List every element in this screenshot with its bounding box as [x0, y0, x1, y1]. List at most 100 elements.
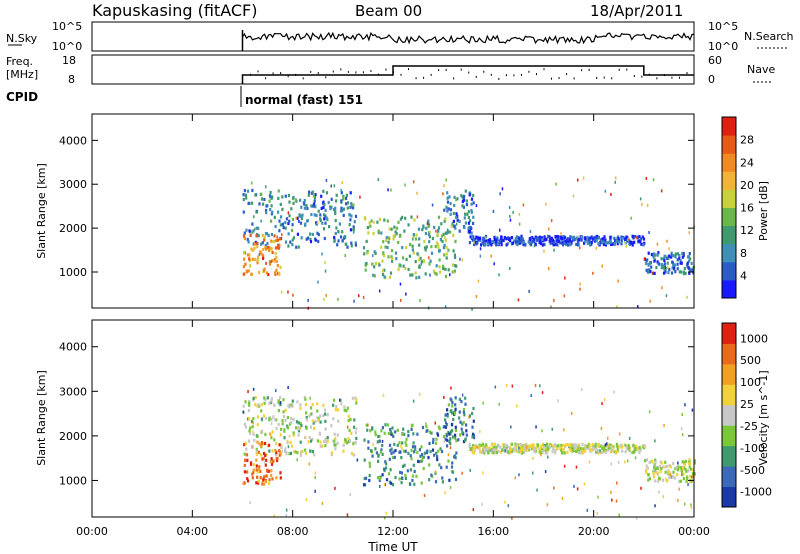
- range-cell: [254, 403, 257, 407]
- range-cell: [264, 247, 267, 251]
- range-cell: [256, 241, 259, 246]
- noise-cell: [646, 203, 649, 207]
- range-cell: [442, 232, 445, 236]
- range-cell: [423, 246, 427, 250]
- range-cell: [533, 447, 536, 451]
- range-cell: [245, 270, 248, 274]
- range-cell: [405, 443, 408, 447]
- range-cell: [678, 257, 681, 261]
- range-cell: [365, 476, 368, 480]
- range-cell: [251, 425, 254, 429]
- range-cell: [472, 193, 475, 198]
- range-cell: [468, 241, 471, 245]
- y-tick-label: 2000: [59, 222, 87, 235]
- noise-cell: [557, 399, 559, 403]
- nave-dot: [633, 75, 635, 78]
- range-cell: [666, 464, 669, 468]
- range-cell: [621, 444, 624, 448]
- noise-cell: [426, 222, 429, 226]
- range-cell: [564, 236, 567, 240]
- range-cell: [270, 399, 273, 403]
- range-cell: [514, 445, 518, 450]
- noise-cell: [258, 253, 260, 256]
- noise-cell: [450, 386, 452, 390]
- range-cell: [311, 190, 314, 194]
- noise-cell: [340, 188, 342, 192]
- range-cell: [475, 235, 478, 239]
- range-cell: [275, 442, 278, 446]
- range-cell: [292, 201, 295, 205]
- range-cell: [609, 240, 612, 244]
- range-cell: [482, 236, 485, 240]
- range-cell: [372, 273, 375, 277]
- range-cell: [270, 400, 273, 405]
- range-cell: [455, 264, 458, 268]
- range-cell: [444, 425, 447, 429]
- noise-cell: [481, 502, 483, 506]
- noise-cell: [688, 231, 690, 235]
- range-cell: [442, 434, 446, 438]
- range-cell: [256, 449, 259, 453]
- noise-cell: [269, 432, 271, 436]
- range-cell: [597, 236, 600, 240]
- range-cell: [370, 219, 373, 223]
- noise-cell: [643, 257, 646, 261]
- nave-dot: [408, 68, 410, 71]
- noise-cell: [263, 460, 266, 464]
- colorbar-tick-label: 12: [740, 224, 754, 237]
- range-cell: [412, 432, 415, 436]
- range-cell: [465, 429, 468, 433]
- range-cell: [352, 203, 355, 207]
- range-cell: [325, 191, 328, 195]
- range-cell: [454, 477, 458, 481]
- nave-dot: [648, 73, 650, 76]
- noise-cell: [492, 209, 495, 213]
- noise-cell: [256, 404, 258, 408]
- range-cell: [676, 473, 679, 477]
- range-cell: [284, 408, 287, 412]
- noise-cell: [341, 181, 344, 185]
- range-cell: [488, 240, 491, 244]
- range-cell: [563, 241, 566, 245]
- range-cell: [448, 432, 451, 436]
- range-cell: [540, 444, 543, 448]
- range-cell: [520, 237, 523, 241]
- noise-cell: [381, 439, 384, 443]
- range-cell: [323, 440, 326, 444]
- range-cell: [309, 425, 313, 429]
- noise-cell: [661, 286, 663, 290]
- range-cell: [264, 453, 267, 458]
- range-cell: [551, 450, 554, 454]
- range-cell: [449, 208, 453, 212]
- range-cell: [299, 440, 302, 444]
- range-cell: [490, 443, 493, 447]
- range-cell: [569, 240, 572, 244]
- noise-cell: [435, 229, 437, 233]
- range-cell: [523, 446, 526, 450]
- range-cell: [559, 241, 562, 245]
- noise-cell: [382, 393, 385, 397]
- nave-dot: [535, 73, 537, 76]
- power-panel-frame: [91, 113, 695, 309]
- range-cell: [258, 442, 261, 446]
- range-cell: [253, 438, 256, 442]
- range-cell: [243, 236, 246, 241]
- range-cell: [671, 266, 674, 270]
- range-cell: [524, 448, 527, 452]
- range-cell: [367, 440, 370, 444]
- range-cell: [246, 470, 249, 474]
- noise-cell: [418, 264, 421, 268]
- noise-cell: [596, 511, 599, 515]
- range-cell: [411, 248, 414, 252]
- range-cell: [684, 459, 687, 463]
- range-cell: [345, 202, 348, 206]
- range-cell: [421, 228, 424, 232]
- range-cell: [554, 235, 557, 239]
- range-cell: [265, 416, 268, 421]
- range-cell: [511, 241, 515, 245]
- range-cell: [260, 192, 263, 196]
- colorbar-frame: [721, 116, 737, 299]
- range-cell: [657, 479, 660, 483]
- range-cell: [244, 400, 247, 404]
- range-cell: [454, 396, 457, 400]
